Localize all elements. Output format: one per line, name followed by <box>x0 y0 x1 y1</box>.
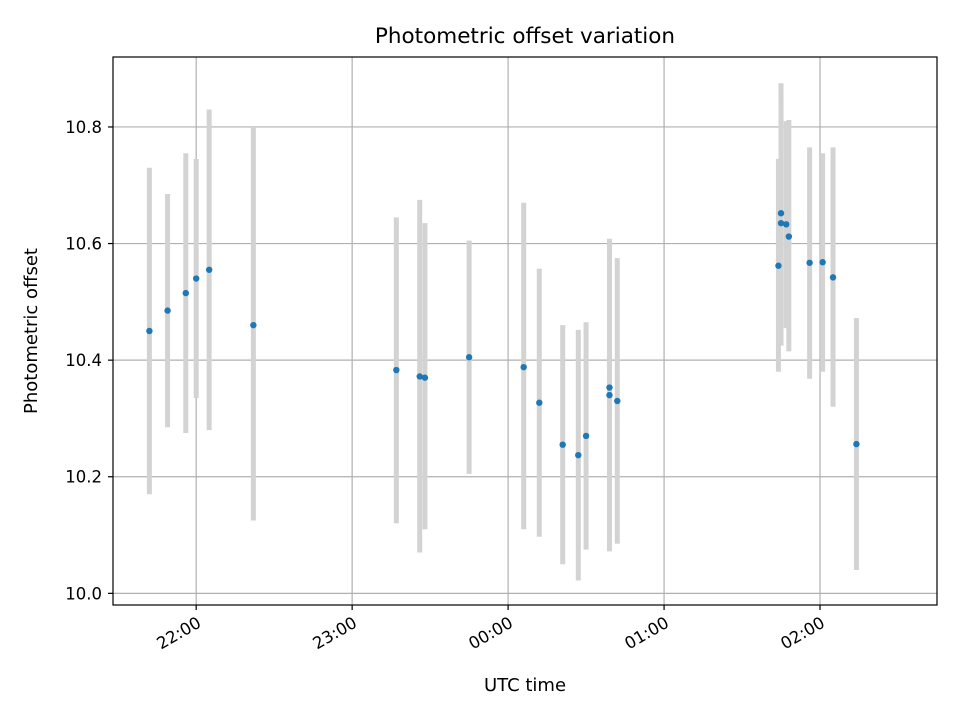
y-axis: 10.0 10.2 10.4 10.6 10.8 <box>65 118 113 603</box>
data-point <box>582 432 590 440</box>
data-point <box>182 289 189 297</box>
y-tick-label: 10.2 <box>65 468 102 487</box>
data-points <box>146 210 860 459</box>
data-point <box>559 441 566 448</box>
data-point <box>606 384 613 391</box>
data-point <box>575 451 582 459</box>
data-point <box>777 210 785 217</box>
data-point <box>829 274 837 281</box>
data-point <box>536 399 543 406</box>
data-point <box>777 219 785 227</box>
y-tick-label: 10.6 <box>65 235 102 254</box>
data-point <box>146 327 153 335</box>
data-point <box>416 373 423 380</box>
data-point <box>164 307 171 314</box>
data-point <box>853 440 860 448</box>
data-point <box>783 221 790 228</box>
plot-frame <box>112 56 938 606</box>
x-axis-label: UTC time <box>484 675 566 696</box>
grid <box>113 57 937 605</box>
data-point <box>614 397 621 405</box>
data-point <box>819 259 826 266</box>
data-point <box>606 391 613 399</box>
y-tick-label: 10.0 <box>65 584 102 603</box>
data-point <box>192 275 200 282</box>
y-axis-label: Photometric offset <box>21 248 42 414</box>
data-point <box>421 374 429 381</box>
data-point <box>806 259 813 266</box>
data-point <box>520 363 527 371</box>
y-tick-label: 10.8 <box>65 118 102 137</box>
chart-title: Photometric offset variation <box>375 24 675 49</box>
y-tick-label: 10.4 <box>65 351 102 370</box>
data-point <box>205 266 213 273</box>
data-point <box>393 366 400 374</box>
data-point <box>775 262 782 269</box>
data-point <box>785 233 793 240</box>
data-point <box>465 354 473 361</box>
data-point <box>250 321 257 329</box>
